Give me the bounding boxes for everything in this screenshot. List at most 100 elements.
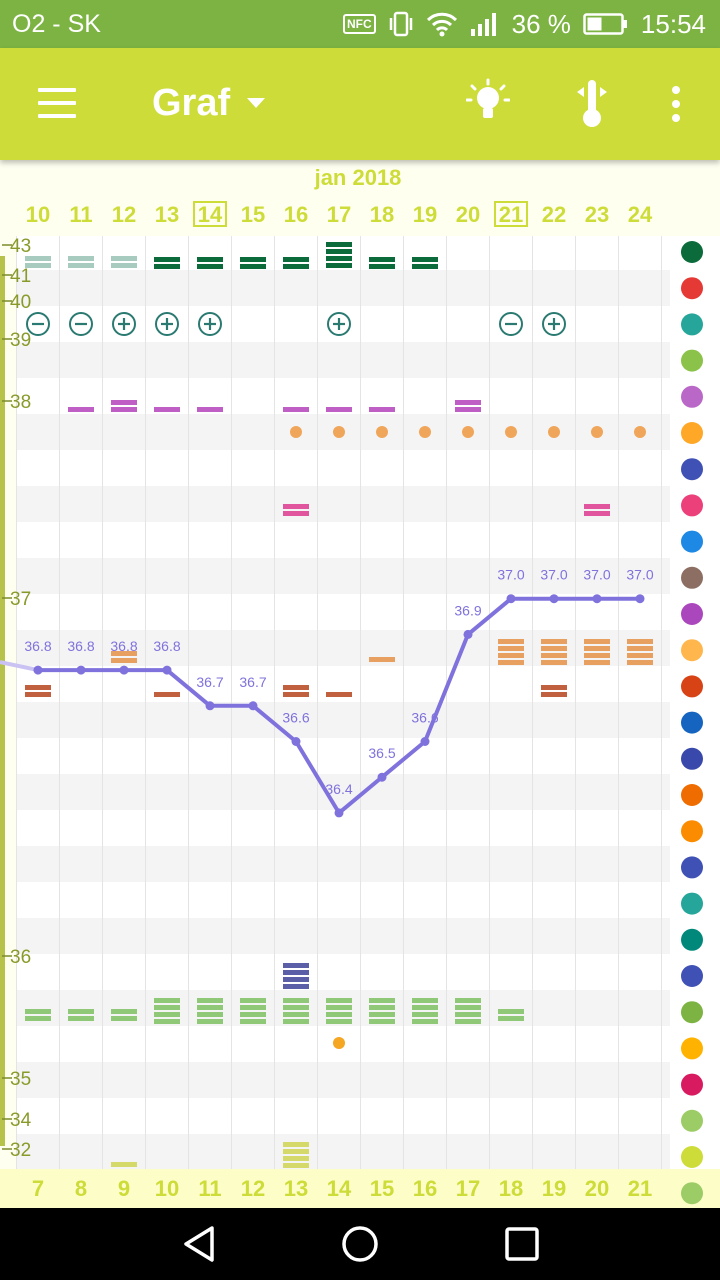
more-vert-icon[interactable] [670,78,682,126]
body-icon[interactable] [681,820,703,843]
top-day-label[interactable]: 11 [69,202,92,227]
bottom-day-label[interactable]: 10 [155,1176,179,1201]
top-day-label[interactable]: 13 [155,202,179,227]
temperature-point[interactable] [592,594,602,604]
temperature-point[interactable] [76,665,86,675]
y-axis-label: 32 [10,1140,31,1161]
bottom-day-label[interactable]: 20 [585,1176,609,1201]
couple-icon[interactable] [681,928,703,951]
top-day-label[interactable]: 24 [628,202,653,227]
temperature-point[interactable] [291,737,301,746]
drop-icon[interactable] [681,675,703,698]
bottom-day-label[interactable]: 13 [284,1176,308,1201]
cake-icon[interactable] [681,892,703,915]
marker-bar [240,264,266,269]
temperature-point[interactable] [248,701,258,711]
top-day-label[interactable]: 20 [456,202,480,227]
bottom-day-label[interactable]: 17 [456,1176,480,1201]
top-day-label[interactable]: 22 [542,202,566,227]
temperature-point[interactable] [463,629,473,639]
temperature-point[interactable] [334,808,344,818]
woman-icon[interactable] [681,1073,703,1096]
flower-icon[interactable] [681,241,703,263]
temperature-point[interactable] [119,665,129,675]
back-icon[interactable] [180,1224,220,1264]
top-day-label[interactable]: 16 [284,202,308,227]
top-day-label[interactable]: 10 [26,202,50,227]
recents-icon[interactable] [502,1224,542,1264]
bottom-day-label[interactable]: 14 [327,1176,352,1201]
temperature-point[interactable] [33,665,43,675]
bottom-day-label[interactable]: 19 [542,1176,566,1201]
splash-icon[interactable] [681,313,703,336]
nose-icon[interactable] [681,639,703,662]
sofa-icon[interactable] [681,1146,703,1168]
thermometer-icon[interactable] [574,78,610,130]
screen-title[interactable]: Graf [152,82,231,124]
battery-percent: 36 % [511,8,571,39]
flower-check-icon[interactable] [681,603,703,625]
mood-icon[interactable] [681,747,703,770]
medical-kit-icon[interactable] [681,1001,703,1024]
bottom-day-label[interactable]: 7 [32,1176,44,1201]
fertility-chart[interactable]: 43 41 40 39 38 37 36 35 34 32 36.8 36.8 36.8 36.8 36.… [0,160,720,1208]
pregnancy-icon[interactable] [681,566,703,589]
bottom-day-label[interactable]: 9 [118,1176,130,1201]
temperature-point[interactable] [506,594,516,604]
top-day-label[interactable]: 14 [198,202,223,227]
temperature-point[interactable] [162,665,172,675]
temperature-point[interactable] [635,594,645,604]
temperature-label: 37.0 [540,567,567,583]
bottom-day-label[interactable]: 8 [75,1176,87,1201]
bottom-day-label[interactable]: 21 [628,1176,652,1201]
top-day-label[interactable]: 23 [585,202,609,227]
smiley-icon[interactable] [681,458,703,481]
bottom-day-label[interactable]: 15 [370,1176,394,1201]
temperature-point[interactable] [549,594,559,604]
pain-icon[interactable] [681,494,703,517]
green-bar [197,1019,223,1024]
flower-alert-icon[interactable] [681,1037,703,1060]
green-bar [455,1012,481,1017]
sleep-icon[interactable] [681,856,703,879]
balloon-icon[interactable] [681,965,703,987]
dropdown-caret-icon[interactable] [247,98,265,108]
y-axis-label: 43 [10,236,31,257]
peach-bar [627,639,653,644]
cycle-icon[interactable] [681,1182,703,1205]
temperature-label: 36.8 [67,638,94,654]
temperature-point[interactable] [420,737,430,746]
brick-bar [283,685,309,690]
temperature-label: 36.8 [24,638,51,654]
blood-drop-icon[interactable] [681,277,703,300]
carrier-name: O2 - SK [12,10,101,38]
top-day-label[interactable]: 18 [370,202,394,227]
top-day-label[interactable]: 17 [327,202,351,227]
headache-icon[interactable] [681,784,703,806]
document-icon[interactable] [681,530,703,553]
bottom-day-label[interactable]: 18 [499,1176,523,1201]
top-day-label[interactable]: 12 [112,202,136,227]
top-day-label[interactable]: 19 [413,202,437,227]
bottom-day-label[interactable]: 12 [241,1176,265,1201]
lightbulb-icon[interactable] [466,78,510,126]
menu-icon[interactable] [38,88,76,118]
exercise-icon[interactable] [681,711,703,734]
top-day-label[interactable]: 21 [499,202,523,227]
pill-bottle-icon[interactable] [681,422,703,444]
bottom-day-label[interactable]: 16 [413,1176,437,1201]
row-band [16,270,670,306]
temperature-point[interactable] [205,701,215,711]
rings-icon[interactable] [681,349,703,372]
bottom-day-label[interactable]: 11 [198,1176,221,1201]
app-toolbar: Graf [0,48,720,160]
temperature-label: 37.0 [583,567,610,583]
heart-icon[interactable] [681,385,703,408]
today-box [193,201,227,227]
pizza-icon[interactable] [681,1109,703,1132]
home-icon[interactable] [340,1224,380,1264]
purple-bar [369,407,395,412]
top-day-label[interactable]: 15 [241,202,265,227]
green-bar [68,1009,94,1014]
temperature-point[interactable] [377,772,387,782]
